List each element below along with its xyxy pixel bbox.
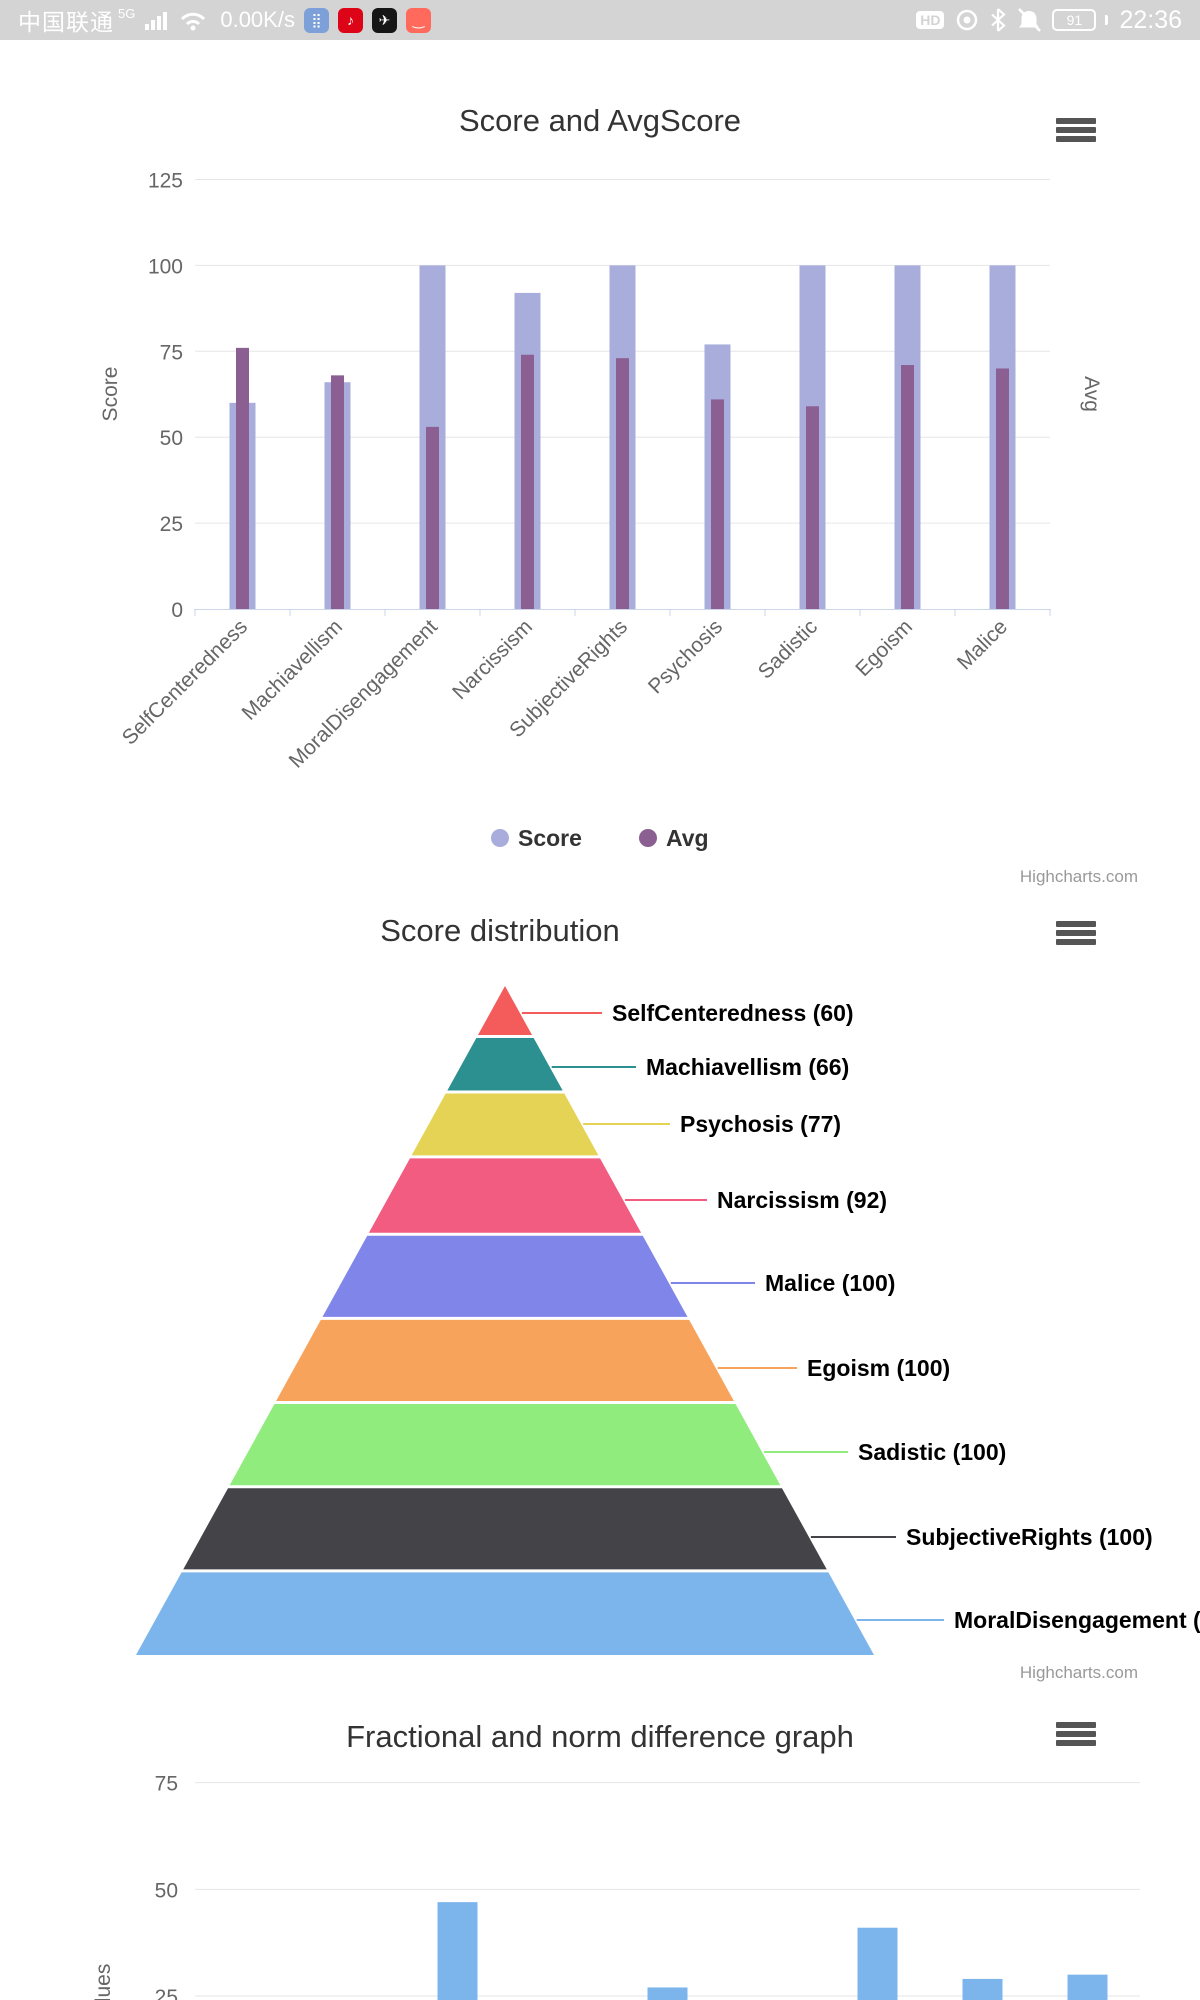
y-axis-label: 100 [148, 255, 183, 278]
status-bar: 中国联通 5G 0.00K/s ⣿ ♪ ✈ ‿ HD [0, 0, 1200, 40]
category-label: Sadistic [754, 615, 822, 683]
menu-bar [1056, 1731, 1096, 1737]
menu-bar [1056, 939, 1096, 945]
difference-bar[interactable] [437, 1902, 478, 2000]
chart-title: Fractional and norm difference graph [346, 1719, 854, 1754]
blue-grid-app-icon: ⣿ [303, 7, 329, 33]
mute-bell-icon [1018, 8, 1042, 32]
y-axis-label: 0 [171, 599, 183, 622]
hamburger-menu-icon[interactable] [1056, 118, 1096, 142]
avg-bar[interactable] [996, 368, 1009, 609]
pyramid-slice[interactable] [368, 1158, 642, 1233]
y-axis-label: 25 [155, 1986, 178, 2000]
menu-bar [1056, 118, 1096, 124]
pyramid-slice[interactable] [447, 1037, 563, 1091]
menu-bar [1056, 127, 1096, 133]
menu-bar [1056, 1722, 1096, 1728]
bluetooth-icon [991, 8, 1007, 32]
y-axis-label: 50 [155, 1879, 178, 1902]
menu-bar [1056, 930, 1096, 936]
pyramid-label: Egoism (100) [807, 1355, 950, 1381]
y-axis-label: 50 [160, 427, 183, 450]
pyramid-label: Machiavellism (66) [646, 1054, 849, 1080]
legend-item[interactable]: Avg [639, 825, 709, 851]
y-axis-label: 75 [155, 1773, 178, 1796]
difference-bar[interactable] [857, 1927, 898, 2000]
avg-bar[interactable] [331, 375, 344, 609]
pyramid-slice[interactable] [229, 1404, 781, 1486]
difference-bar[interactable] [647, 1987, 688, 2000]
y-axis-title: Values [92, 1964, 115, 2000]
black-bird-app-icon: ✈ [371, 7, 397, 33]
pyramid-slice[interactable] [477, 986, 533, 1035]
category-label: SelfCenteredness [118, 615, 252, 749]
avg-bar[interactable] [426, 426, 439, 609]
hd-icon: HD [916, 11, 945, 29]
category-label: Egoism [851, 615, 917, 681]
pyramid-label: Malice (100) [765, 1270, 895, 1296]
battery-percent-label: 91 [1066, 12, 1083, 28]
legend-marker [491, 829, 509, 847]
avg-bar[interactable] [711, 399, 724, 609]
chart-title: Score and AvgScore [459, 103, 741, 138]
chart-title: Score distribution [380, 913, 620, 948]
credits-label: Highcharts.com [1020, 867, 1138, 886]
eye-comfort-icon [957, 9, 978, 31]
avg-bar[interactable] [616, 358, 629, 609]
legend-item[interactable]: Score [491, 825, 582, 851]
carrier-label: 中国联通 [18, 9, 114, 35]
clock-label: 22:36 [1119, 5, 1182, 34]
pyramid-label: SelfCenteredness (60) [612, 1000, 854, 1026]
right-axis-title: Avg [1080, 376, 1103, 412]
network-speed-label: 0.00K/s [220, 7, 295, 32]
category-label: Malice [953, 615, 1012, 674]
category-label: Narcissism [448, 615, 537, 704]
difference-bar[interactable] [1067, 1974, 1108, 2000]
red-music-app-icon: ♪ [337, 7, 363, 33]
network-type-badge: 5G [118, 6, 136, 21]
avg-bar[interactable] [901, 365, 914, 609]
category-label: Psychosis [644, 615, 727, 698]
legend-label: Avg [666, 825, 709, 851]
pyramid-slice[interactable] [276, 1319, 734, 1402]
pyramid-slice[interactable] [322, 1235, 688, 1317]
pyramid-label: Sadistic (100) [858, 1439, 1006, 1465]
pyramid-label: Narcissism (92) [717, 1187, 887, 1213]
pyramid-slice[interactable] [136, 1572, 874, 1655]
pyramid-label: Psychosis (77) [680, 1111, 841, 1137]
pyramid-label: SubjectiveRights (100) [906, 1524, 1153, 1550]
legend-label: Score [518, 825, 582, 851]
menu-bar [1056, 1740, 1096, 1746]
battery-tip [1105, 15, 1109, 25]
avg-bar[interactable] [521, 354, 534, 609]
menu-bar [1056, 921, 1096, 927]
status-bar-left: 中国联通 5G 0.00K/s ⣿ ♪ ✈ ‿ [18, 3, 431, 37]
signal-strength-icon [145, 12, 168, 30]
menu-bar [1056, 136, 1096, 142]
pyramid-slice[interactable] [411, 1093, 599, 1156]
y-axis-label: 125 [148, 170, 183, 193]
pyramid-slice[interactable] [183, 1488, 827, 1570]
avg-bar[interactable] [806, 406, 819, 609]
difference-bar[interactable] [962, 1978, 1003, 2000]
hamburger-menu-icon[interactable] [1056, 921, 1096, 945]
y-axis-label: 25 [160, 513, 183, 536]
category-label: Machiavellism [238, 615, 348, 725]
wifi-icon [181, 12, 206, 31]
y-axis-label: 75 [160, 341, 183, 364]
pyramid-label: MoralDisengagement (100) [954, 1607, 1200, 1633]
battery-icon: 91 [1052, 9, 1097, 31]
y-axis-title: Score [99, 367, 122, 422]
orange-store-app-icon: ‿ [405, 7, 431, 33]
status-bar-right: HD 91 22:36 [916, 6, 1182, 35]
hamburger-menu-icon[interactable] [1056, 1722, 1096, 1746]
avg-bar[interactable] [236, 347, 249, 609]
legend-marker [639, 829, 657, 847]
credits-label: Highcharts.com [1020, 1663, 1138, 1682]
